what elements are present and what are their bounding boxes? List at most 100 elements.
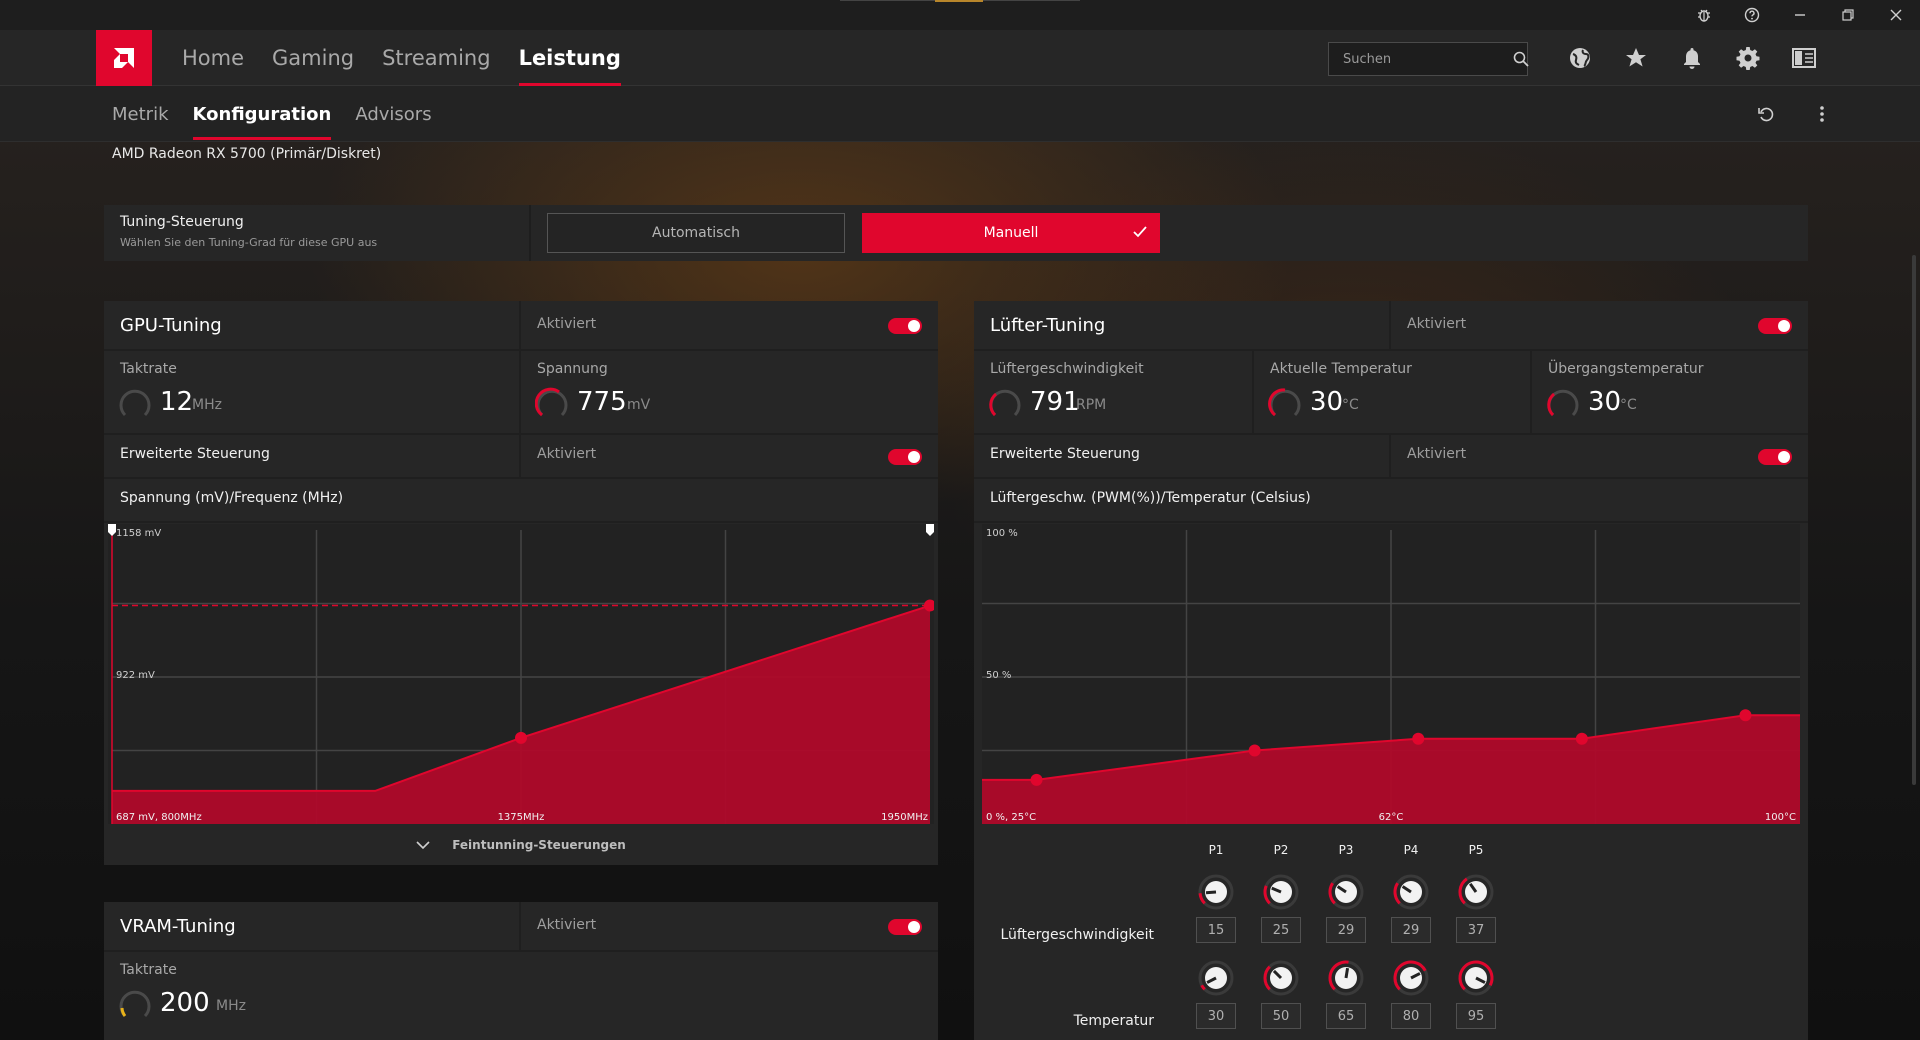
fan-point-label-p5: P5 xyxy=(1468,843,1484,857)
temp-knob-p1[interactable] xyxy=(1197,959,1235,997)
fan-speed-value: 791 xyxy=(1030,387,1080,417)
reset-icon[interactable] xyxy=(1738,86,1794,142)
fan-speed-input-p1[interactable]: 15 xyxy=(1196,917,1236,943)
globe-icon[interactable] xyxy=(1552,30,1608,86)
temp-input-p4[interactable]: 80 xyxy=(1391,1003,1431,1029)
gpu-curve-point[interactable] xyxy=(924,599,936,612)
fan-y-top-label: 100 % xyxy=(986,528,1018,539)
manual-button[interactable]: Manuell xyxy=(862,213,1160,253)
gpu-clock-unit: MHz xyxy=(192,397,222,413)
temp-input-p5[interactable]: 95 xyxy=(1456,1003,1496,1029)
scrollbar[interactable] xyxy=(1912,255,1916,785)
vram-tuning-enabled-label: Aktiviert xyxy=(537,917,597,933)
vram-clock-value: 200 xyxy=(160,988,210,1018)
nav-tab-leistung[interactable]: Leistung xyxy=(505,30,635,86)
gpu-tuning-header: GPU-Tuning Aktiviert xyxy=(104,301,938,351)
temp-knob-p4[interactable] xyxy=(1392,959,1430,997)
fan-tuning-panel: Lüfter-Tuning Aktiviert Lüftergeschwindi… xyxy=(974,301,1808,1040)
gpu-vf-curve-chart[interactable]: 1158 mV 922 mV 687 mV, 800MHz 1375MHz 19… xyxy=(108,524,936,824)
gpu-advanced-toggle[interactable] xyxy=(888,449,922,465)
more-vertical-icon[interactable] xyxy=(1794,86,1850,142)
fan-speed-knob-p5[interactable] xyxy=(1457,873,1495,911)
junction-temp-metric: Übergangstemperatur 30 °C xyxy=(1530,351,1808,433)
gpu-advanced-label: Erweiterte Steuerung xyxy=(120,446,270,462)
fan-curve-point[interactable] xyxy=(1575,732,1588,745)
star-icon[interactable] xyxy=(1608,30,1664,86)
automatic-button[interactable]: Automatisch xyxy=(547,213,845,253)
fan-speed-knob-p3[interactable] xyxy=(1327,873,1365,911)
fan-speed-knob-p2[interactable] xyxy=(1262,873,1300,911)
junction-temp-label: Übergangstemperatur xyxy=(1548,361,1704,377)
close-icon[interactable] xyxy=(1872,0,1920,30)
gpu-curve-point[interactable] xyxy=(515,731,527,744)
fan-curve-title-row: Lüftergeschw. (PWM(%))/Temperatur (Celsi… xyxy=(974,479,1808,523)
gpu-name: AMD Radeon RX 5700 (Primär/Diskret) xyxy=(112,146,382,162)
nav-tab-streaming[interactable]: Streaming xyxy=(382,46,491,70)
temp-knob-p2[interactable] xyxy=(1262,959,1300,997)
search-icon[interactable] xyxy=(1513,42,1529,76)
gpu-tuning-title: GPU-Tuning xyxy=(120,315,222,336)
gpu-curve-title: Spannung (mV)/Frequenz (MHz) xyxy=(120,490,344,506)
temp-input-p3[interactable]: 65 xyxy=(1326,1003,1366,1029)
fan-tuning-header: Lüfter-Tuning Aktiviert xyxy=(974,301,1808,351)
bell-icon[interactable] xyxy=(1664,30,1720,86)
gpu-voltage-gauge-icon xyxy=(535,387,568,417)
nav-tab-gaming[interactable]: Gaming xyxy=(272,46,355,70)
search-box xyxy=(1328,42,1529,76)
gpu-tuning-toggle[interactable] xyxy=(888,318,922,334)
fan-curve-point[interactable] xyxy=(1739,709,1752,722)
fan-curve-point[interactable] xyxy=(1248,744,1261,757)
fan-speed-unit: RPM xyxy=(1076,397,1107,413)
fan-speed-input-p4[interactable]: 29 xyxy=(1391,917,1431,943)
search-input[interactable] xyxy=(1329,43,1513,75)
gpu-vf-curve-svg[interactable]: 1158 mV 922 mV 687 mV, 800MHz 1375MHz 19… xyxy=(108,524,936,824)
gpu-x-end-label: 1950MHz xyxy=(881,812,928,823)
nav-tab-home[interactable]: Home xyxy=(182,46,245,70)
fan-speed-knob-p4[interactable] xyxy=(1392,873,1430,911)
sub-tab-konfiguration[interactable]: Konfiguration xyxy=(181,86,344,142)
fan-curve-point[interactable] xyxy=(1030,773,1043,786)
current-temp-metric: Aktuelle Temperatur 30 °C xyxy=(1252,351,1530,433)
temp-knob-p5[interactable] xyxy=(1457,959,1495,997)
fan-curve-chart[interactable]: 100 % 50 % 0 %, 25°C 62°C 100°C xyxy=(982,524,1800,824)
tuning-control-panel: Tuning-Steuerung Wählen Sie den Tuning-G… xyxy=(104,205,1808,261)
gpu-voltage-value: 775 xyxy=(577,387,627,417)
temp-input-p1[interactable]: 30 xyxy=(1196,1003,1236,1029)
amd-logo[interactable] xyxy=(96,30,152,86)
fan-speed-input-p2[interactable]: 25 xyxy=(1261,917,1301,943)
gpu-metrics-row: Taktrate 12 MHz Spannung 775 mV xyxy=(104,351,938,435)
minimize-icon[interactable] xyxy=(1776,0,1824,30)
fan-curve-point[interactable] xyxy=(1412,732,1425,745)
fan-speed-input-p5[interactable]: 37 xyxy=(1456,917,1496,943)
fan-point-label-p4: P4 xyxy=(1403,843,1419,857)
tuning-control-label: Tuning-Steuerung xyxy=(120,214,244,230)
junction-temp-unit: °C xyxy=(1620,397,1637,413)
window-controls xyxy=(1680,0,1920,30)
gpu-max-handle[interactable] xyxy=(926,524,934,536)
fan-advanced-enabled-label: Aktiviert xyxy=(1407,446,1467,462)
nav-icons xyxy=(1552,30,1832,86)
sub-tab-advisors[interactable]: Advisors xyxy=(355,103,432,125)
fan-curve-svg[interactable]: 100 % 50 % 0 %, 25°C 62°C 100°C xyxy=(982,524,1800,824)
fan-tuning-toggle[interactable] xyxy=(1758,318,1792,334)
gpu-advanced-enabled-label: Aktiviert xyxy=(537,446,597,462)
fan-speed-input-p3[interactable]: 29 xyxy=(1326,917,1366,943)
restore-icon[interactable] xyxy=(1824,0,1872,30)
bug-icon[interactable] xyxy=(1680,0,1728,30)
gpu-min-handle[interactable] xyxy=(108,524,116,536)
vram-clock-label: Taktrate xyxy=(120,962,177,978)
vram-tuning-toggle[interactable] xyxy=(888,919,922,935)
temp-input-p2[interactable]: 50 xyxy=(1261,1003,1301,1029)
temp-knob-p3[interactable] xyxy=(1327,959,1365,997)
gpu-voltage-unit: mV xyxy=(627,397,651,413)
fan-speed-knob-p1[interactable] xyxy=(1197,873,1235,911)
temp-row-label: Temperatur xyxy=(1073,1013,1154,1029)
sidebar-icon[interactable] xyxy=(1776,30,1832,86)
gear-icon[interactable] xyxy=(1720,30,1776,86)
vram-clock-gauge-icon xyxy=(119,990,151,1018)
help-icon[interactable] xyxy=(1728,0,1776,30)
fine-tuning-expander[interactable]: Feintunning-Steuerungen xyxy=(104,825,938,865)
fan-advanced-toggle[interactable] xyxy=(1758,449,1792,465)
divider xyxy=(529,205,531,261)
sub-tab-metrik[interactable]: Metrik xyxy=(112,103,169,125)
